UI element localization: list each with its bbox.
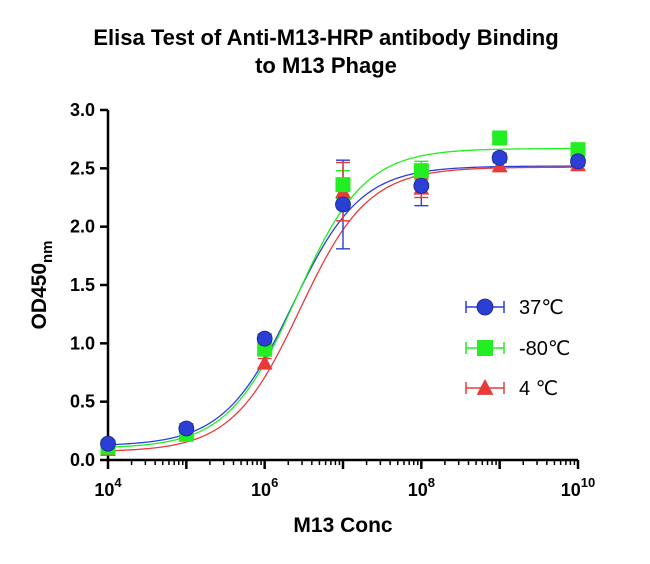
x-tick-label: 108 <box>408 475 435 500</box>
y-axis-title-subscript: nm <box>39 240 56 263</box>
data-point-circle <box>178 420 195 437</box>
x-tick-base: 10 <box>408 480 428 500</box>
x-tick-base: 10 <box>561 480 581 500</box>
x-tick-label: 104 <box>94 475 122 500</box>
y-axis-title-main: OD450 <box>28 263 51 330</box>
legend-label: 4 ℃ <box>519 378 558 400</box>
data-point-circle <box>100 435 116 452</box>
data-point-triangle <box>256 354 273 370</box>
data-point-square <box>477 340 493 356</box>
data-point-square <box>413 163 429 179</box>
chart-title-line-1: Elisa Test of Anti-M13-HRP antibody Bind… <box>93 25 558 50</box>
legend-label: -80℃ <box>519 338 570 360</box>
data-markers <box>100 130 586 456</box>
y-tick-label: 2.0 <box>70 217 95 237</box>
chart-title: Elisa Test of Anti-M13-HRP antibody Bind… <box>93 25 558 78</box>
x-tick-exponent: 4 <box>114 475 122 490</box>
y-tick-label: 0.0 <box>70 450 95 470</box>
x-tick-base: 10 <box>94 480 114 500</box>
y-tick-label: 3.0 <box>70 100 95 120</box>
data-point-circle <box>570 153 586 170</box>
y-tick-label: 0.5 <box>70 392 95 412</box>
data-point-circle <box>491 149 508 166</box>
y-tick-label: 2.5 <box>70 158 95 178</box>
legend: 37℃ -80℃ 4 ℃ <box>465 297 570 400</box>
data-point-square <box>335 177 351 193</box>
x-tick-label: 106 <box>251 475 278 500</box>
data-point-square <box>570 142 586 158</box>
data-point-circle <box>335 196 351 213</box>
x-tick-label: 1010 <box>561 475 596 500</box>
data-point-circle <box>476 298 494 316</box>
y-tick-label: 1.0 <box>70 333 95 353</box>
x-tick-base: 10 <box>251 480 271 500</box>
legend-label: 37℃ <box>519 297 564 319</box>
y-axis-title: OD450nm <box>28 240 56 329</box>
data-point-circle <box>256 330 273 347</box>
x-tick-exponent: 6 <box>271 475 278 490</box>
chart-title-line-2: to M13 Phage <box>255 53 397 78</box>
data-point-circle <box>413 177 430 194</box>
x-tick-exponent: 10 <box>581 475 595 490</box>
data-point-triangle <box>476 378 494 395</box>
y-tick-label: 1.5 <box>70 275 95 295</box>
x-tick-exponent: 8 <box>428 475 435 490</box>
data-point-square <box>492 130 508 146</box>
x-axis-title: M13 Conc <box>293 514 393 537</box>
